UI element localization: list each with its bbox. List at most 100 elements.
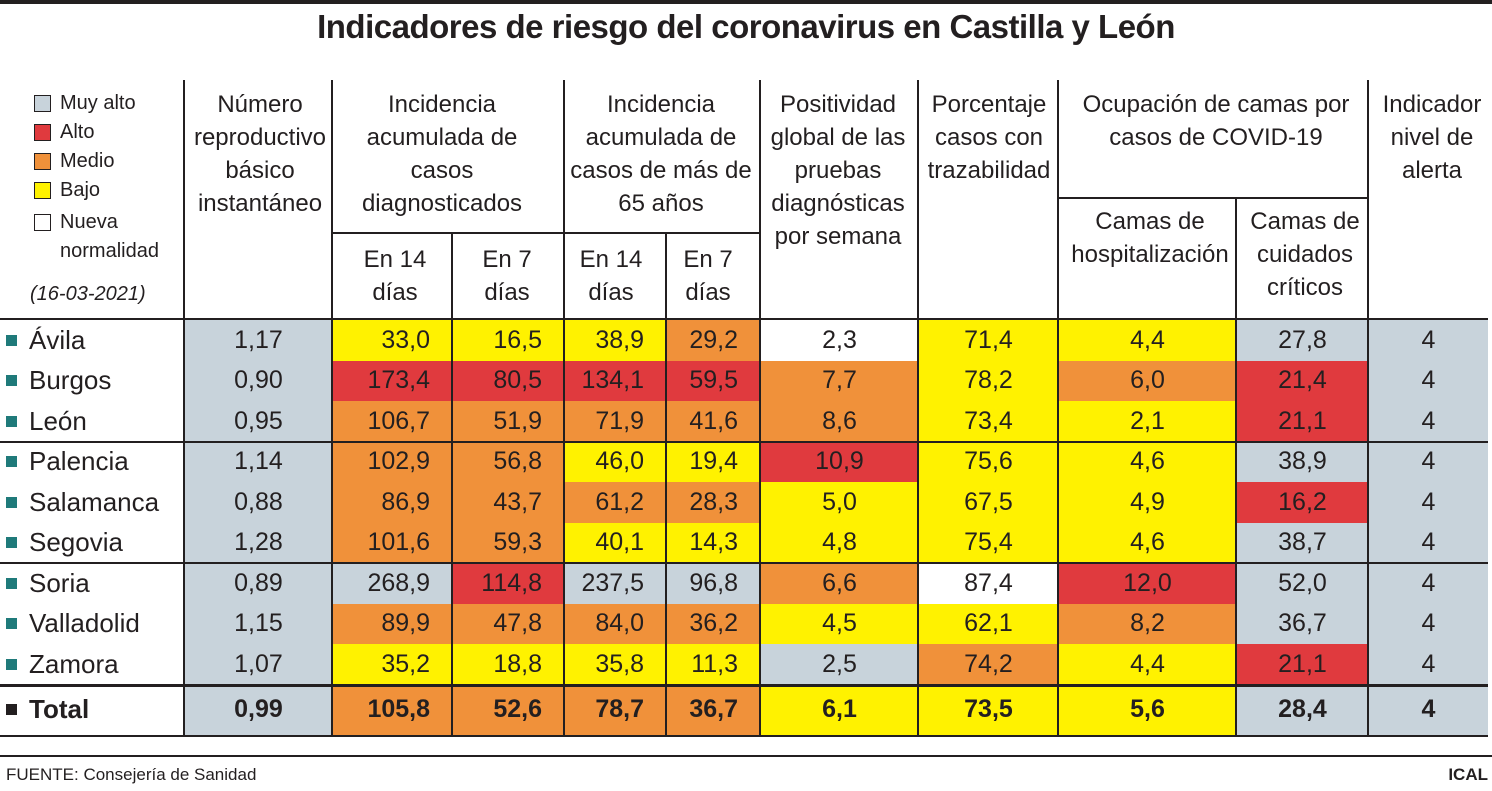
column-divider (451, 233, 453, 735)
table-cell: 46,0 (565, 441, 666, 482)
table-cell: 16,2 (1237, 482, 1368, 523)
source-note: FUENTE: Consejería de Sanidad (6, 765, 257, 784)
table-cell: 80,5 (453, 360, 564, 401)
table-cell: 4 (1369, 320, 1488, 361)
table-cell: 56,8 (453, 441, 564, 482)
province-label: Valladolid (6, 604, 140, 644)
table-cell: 4,6 (1059, 441, 1236, 482)
column-divider (1235, 198, 1237, 735)
legend-label: Alto (60, 121, 95, 143)
bottom-rule (0, 755, 1492, 757)
table-cell: 51,9 (453, 401, 564, 442)
province-name: Palencia (29, 446, 129, 477)
table-cell: 134,1 (565, 360, 666, 401)
row-bullet (6, 658, 17, 670)
legend-swatch (34, 124, 51, 141)
table-cell: 78,7 (565, 684, 666, 735)
table-cell: 33,0 (333, 320, 452, 361)
table-cell: 4,9 (1059, 482, 1236, 523)
table-cell: 0,89 (185, 563, 332, 604)
table-cell: 35,2 (333, 644, 452, 685)
legend-label: Muy alto (60, 92, 136, 114)
group-rule (0, 562, 1488, 564)
row-bullet (6, 618, 17, 630)
table-cell: 71,9 (565, 401, 666, 442)
table-cell: 8,2 (1059, 603, 1236, 644)
table-cell: 2,5 (761, 644, 918, 685)
top-rule (0, 0, 1492, 4)
table-cell: 105,8 (333, 684, 452, 735)
province-label: León (6, 401, 87, 441)
group-rule (0, 440, 1488, 443)
table-cell: 4,4 (1059, 320, 1236, 361)
table-cell: 35,8 (565, 644, 666, 685)
table-cell: 4 (1369, 522, 1488, 563)
row-bullet (6, 415, 17, 427)
table-cell: 268,9 (333, 563, 452, 604)
table-cell: 0,88 (185, 482, 332, 523)
table-cell: 5,6 (1059, 684, 1236, 735)
table-cell: 21,4 (1237, 360, 1368, 401)
table-cell: 28,3 (667, 482, 760, 523)
province-label: Ávila (6, 320, 85, 360)
header-trazabilidad: Porcentaje casos con trazabilidad (927, 91, 1051, 184)
header-r: Número reproductivo básico instantáneo (193, 91, 327, 217)
table-cell: 74,2 (919, 644, 1058, 685)
row-bullet (6, 704, 17, 715)
province-name: León (29, 405, 87, 436)
header-incidencia-65: Incidencia acumulada de casos de más de … (570, 91, 752, 217)
table-cell: 4 (1369, 482, 1488, 523)
column-divider (759, 80, 761, 735)
province-name: Soria (29, 567, 90, 598)
table-cell: 4 (1369, 441, 1488, 482)
header-alerta: Indicador nivel de alerta (1382, 91, 1482, 184)
province-name: Ávila (29, 324, 86, 355)
table-cell: 28,4 (1237, 684, 1368, 735)
table-cell: 0,90 (185, 360, 332, 401)
table-cell: 38,7 (1237, 522, 1368, 563)
table-cell: 19,4 (667, 441, 760, 482)
table-cell: 59,3 (453, 522, 564, 563)
legend-item-alto: Alto (34, 121, 94, 144)
table-cell: 114,8 (453, 563, 564, 604)
header-ia65-7: En 7 días (683, 246, 733, 306)
table-cell: 4,5 (761, 603, 918, 644)
table-cell: 4 (1369, 360, 1488, 401)
province-name: Salamanca (29, 486, 160, 517)
chart-title: Indicadores de riesgo del coronavirus en… (317, 8, 1175, 45)
header-ocupacion-camas: Ocupación de camas por casos de COVID-19 (1082, 91, 1350, 151)
table-cell: 75,6 (919, 441, 1058, 482)
table-cell: 38,9 (565, 320, 666, 361)
table-cell: 5,0 (761, 482, 918, 523)
row-bullet (6, 537, 17, 549)
legend-item-medio: Medio (34, 150, 114, 173)
row-bullet (6, 375, 17, 387)
legend-swatch (34, 153, 51, 170)
table-cell: 41,6 (667, 401, 760, 442)
table-cell: 12,0 (1059, 563, 1236, 604)
legend-swatch (34, 214, 51, 231)
table-cell: 6,0 (1059, 360, 1236, 401)
table-cell: 29,2 (667, 320, 760, 361)
table-cell: 4,8 (761, 522, 918, 563)
province-name: Zamora (29, 648, 119, 679)
table-cell: 52,0 (1237, 563, 1368, 604)
province-label: Segovia (6, 523, 123, 563)
header-ia-7: En 7 días (482, 246, 532, 306)
table-cell: 1,15 (185, 603, 332, 644)
table-cell: 237,5 (565, 563, 666, 604)
table-cell: 6,1 (761, 684, 918, 735)
table-cell: 8,6 (761, 401, 918, 442)
header-ia-14: En 14 días (363, 246, 427, 306)
subheader-rule (332, 232, 760, 234)
row-bullet (6, 334, 17, 346)
header-rule (0, 318, 1488, 320)
table-cell: 21,1 (1237, 401, 1368, 442)
table-cell: 78,2 (919, 360, 1058, 401)
legend-item-bajo: Bajo (34, 179, 100, 202)
column-divider (1057, 80, 1059, 735)
table-cell: 10,9 (761, 441, 918, 482)
province-label: Zamora (6, 644, 119, 684)
table-cell: 89,9 (333, 603, 452, 644)
table-cell: 86,9 (333, 482, 452, 523)
